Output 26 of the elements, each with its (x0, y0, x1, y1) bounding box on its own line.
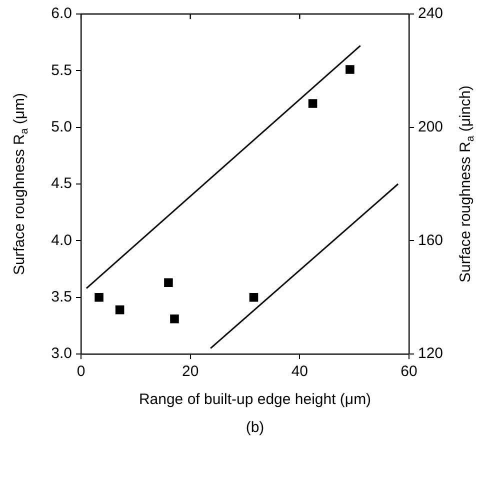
text: (b) (246, 419, 264, 436)
y2-axis-title: Surface roughness Ra (μinch) (457, 85, 476, 283)
point (346, 65, 354, 74)
x-axis-title: Range of built-up edge height (μm) (138, 391, 372, 408)
y2-tick-label: 160 (418, 232, 444, 249)
point (94, 292, 104, 302)
point (115, 305, 124, 314)
y-tick-label: 3.5 (51, 288, 72, 306)
y2-tick-label: 200 (418, 118, 444, 136)
point (308, 99, 318, 108)
x-tick-label: 40 (291, 363, 308, 380)
point (170, 314, 179, 324)
y-tick-label: 4.0 (51, 232, 72, 249)
y-axis-title: Surface roughness Ra (μm) (11, 92, 30, 276)
point (249, 292, 258, 302)
y-tick-label: 4.5 (51, 175, 72, 192)
y-tick-label: 3.0 (51, 345, 72, 362)
y-tick-label: 5.5 (51, 62, 72, 79)
y-tick-label: 5.0 (51, 118, 72, 136)
x-tick-label: 20 (182, 363, 199, 380)
x-tick-label: 60 (400, 363, 418, 380)
y-tick-label: 6.0 (51, 5, 72, 22)
x-tick-label: 0 (76, 363, 86, 380)
point (164, 278, 173, 287)
y2-tick-label: 240 (418, 5, 444, 22)
y2-tick-label: 120 (418, 345, 444, 362)
